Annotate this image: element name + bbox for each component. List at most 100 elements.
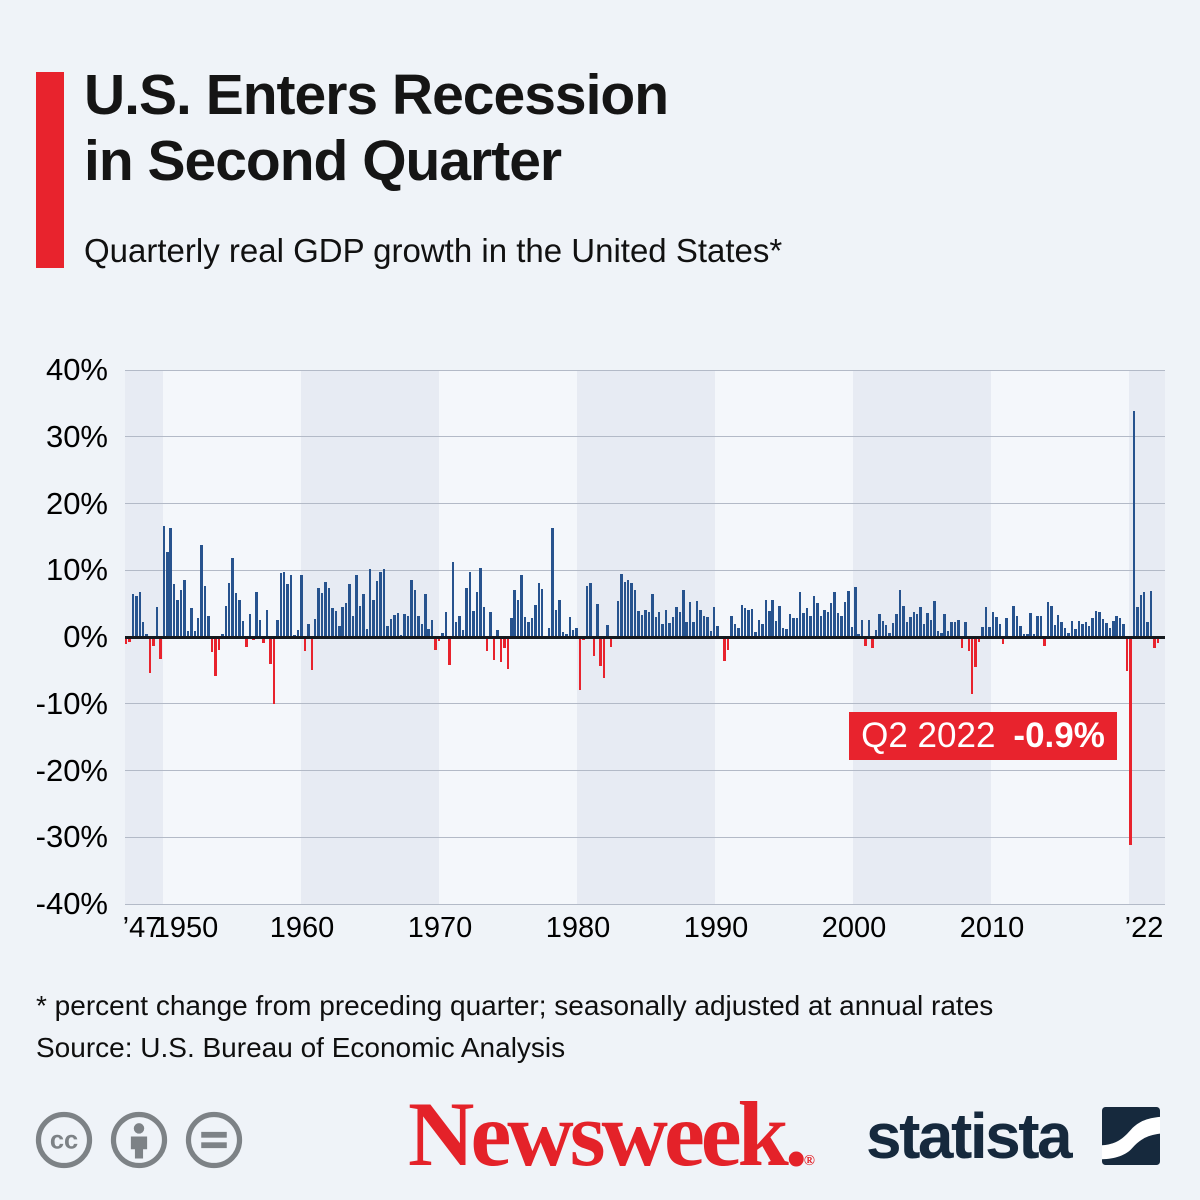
gdp-bar	[747, 609, 750, 637]
gdp-bar	[630, 582, 633, 637]
gdp-bar	[379, 571, 382, 637]
gdp-bar	[152, 637, 155, 646]
zero-axis-line	[125, 635, 1165, 639]
gdp-bar	[823, 609, 826, 637]
gdp-bar	[413, 590, 417, 637]
gdp-bar	[860, 620, 864, 637]
y-tick-label: -20%	[35, 752, 108, 788]
gdp-bar	[1070, 620, 1074, 637]
footnote-source: Source: U.S. Bureau of Economic Analysis	[36, 1032, 566, 1063]
annotation-quarter: Q2 2022	[861, 716, 996, 755]
gdp-bar	[1032, 633, 1036, 637]
gdp-bar	[881, 620, 885, 637]
gdp-bar	[1012, 605, 1015, 637]
gdp-bar	[496, 630, 499, 637]
gdp-bar	[424, 593, 427, 637]
gdp-bar	[482, 606, 485, 637]
gdp-bar	[193, 630, 197, 637]
gdp-bar	[933, 600, 936, 637]
gdp-bar	[1077, 620, 1081, 637]
gdp-bar	[124, 637, 128, 644]
gdp-bar	[802, 612, 805, 637]
gdp-bar	[1022, 633, 1026, 637]
gdp-bar	[995, 616, 998, 637]
gdp-bar	[444, 612, 448, 637]
gdp-bar	[878, 613, 881, 637]
gdp-bar	[255, 591, 258, 637]
gdp-bar	[571, 630, 575, 637]
y-tick-label: 10%	[45, 552, 108, 588]
gdp-bar	[286, 584, 289, 637]
gdp-bar	[162, 526, 166, 637]
gdp-bar	[733, 623, 737, 637]
gdp-bar	[296, 629, 300, 637]
gdp-bar	[172, 584, 176, 637]
gdp-bar	[816, 602, 819, 637]
gdp-bar	[1060, 621, 1063, 637]
gdp-bar	[957, 620, 960, 637]
gdp-bar	[1087, 625, 1091, 637]
gdp-bar	[854, 586, 857, 637]
gdp-bar	[874, 629, 878, 637]
gdp-bar	[1142, 592, 1146, 637]
gdp-bar	[338, 626, 341, 637]
gdp-bar	[592, 637, 596, 657]
gdp-bar	[661, 624, 664, 637]
gdp-bar	[403, 614, 406, 637]
gdp-bar	[809, 616, 812, 637]
gdp-bar	[1153, 637, 1156, 648]
gdp-bar	[620, 574, 623, 637]
gdp-bar	[1105, 622, 1108, 637]
gdp-bar	[430, 619, 434, 637]
gdp-bar	[362, 593, 365, 637]
gdp-bar	[427, 628, 430, 637]
gdp-bar	[712, 606, 716, 637]
gdp-bar	[1146, 621, 1149, 637]
gdp-bar	[393, 614, 396, 637]
gdp-bar	[884, 624, 888, 637]
gdp-bar	[764, 600, 768, 637]
gdp-bar	[224, 606, 227, 637]
gdp-bar	[675, 606, 678, 637]
gdp-bar	[183, 580, 186, 637]
gdp-bar	[516, 600, 520, 637]
gdp-bar	[234, 592, 238, 637]
gdp-bar	[647, 612, 651, 637]
gdp-bar	[692, 622, 695, 637]
gdp-bar	[788, 614, 792, 637]
gdp-bar	[382, 568, 386, 637]
gdp-bar	[558, 600, 561, 637]
gdp-bar	[248, 614, 252, 637]
x-axis-labels: ’47 1950 1960 1970 1980 1990 2000 2010 ’22	[123, 912, 1165, 952]
annotation-value: -0.9%	[1013, 716, 1105, 755]
gdp-bar	[774, 620, 778, 637]
gdp-bar	[434, 637, 437, 650]
gdp-bar	[843, 601, 847, 637]
gdp-bar	[716, 626, 719, 637]
gdp-bar	[241, 620, 245, 637]
gdp-bar	[936, 630, 940, 637]
gdp-bar	[988, 626, 991, 637]
gdp-bar	[1001, 637, 1005, 644]
gdp-bar	[850, 626, 854, 637]
gdp-bar	[489, 611, 492, 637]
gdp-bar	[826, 611, 829, 637]
gdp-bar	[967, 637, 971, 652]
gdp-bar	[750, 608, 754, 637]
gdp-bar	[138, 591, 141, 637]
gdp-bar	[902, 605, 905, 637]
gdp-bar	[262, 637, 265, 643]
gdp-bar	[771, 599, 774, 637]
gdp-bar	[1063, 628, 1067, 637]
gdp-bar	[1056, 614, 1060, 637]
gdp-bar	[334, 610, 338, 637]
gdp-bar	[276, 619, 279, 637]
gdp-bar	[317, 587, 320, 637]
x-tick-label: 2010	[959, 912, 1025, 944]
gdp-bar	[1118, 618, 1122, 637]
gdp-bar	[977, 637, 981, 642]
gridline	[125, 436, 1165, 438]
gdp-bar	[1098, 611, 1101, 637]
gdp-bar	[599, 637, 602, 666]
gdp-bar	[179, 589, 183, 637]
